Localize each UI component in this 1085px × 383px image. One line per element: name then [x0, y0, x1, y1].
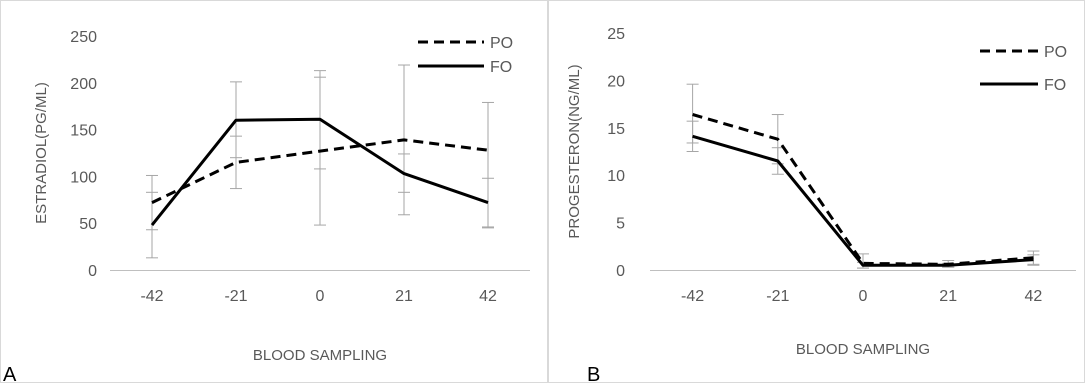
chart-border: [0, 0, 548, 383]
y-tick-label: 20: [607, 73, 625, 90]
y-tick-label: 50: [79, 216, 97, 233]
x-tick-label: 42: [479, 288, 497, 305]
legend-label-po: PO: [1044, 44, 1067, 61]
series-line-fo: [150, 117, 489, 227]
series-line-po: [692, 113, 1034, 266]
progesteron-chart: 0 5 10 15 20 25 -42 -21 0 21 42 BLOOD SAMPLING PROGE…: [548, 0, 1085, 383]
y-tick-label: 10: [607, 168, 625, 185]
y-tick-label: 15: [607, 121, 625, 138]
x-axis-title: BLOOD SAMPLING: [796, 341, 930, 358]
legend-label-fo: FO: [1044, 77, 1066, 94]
y-tick-label: 25: [607, 26, 625, 43]
x-tick-label: -21: [224, 288, 247, 305]
series-line-po: [151, 138, 489, 204]
x-tick-label: -42: [140, 288, 163, 305]
chart-panel-a: 0 50 100 150 200 250 -42 -21 0 21 42 BLOOD SAMPLING…: [0, 0, 548, 383]
estradiol-chart: 0 50 100 150 200 250 -42 -21 0 21 42 BLOOD SAMPLING…: [0, 0, 548, 383]
x-tick-label: -21: [766, 288, 789, 305]
panel-label: A: [3, 364, 17, 383]
series-line-fo: [692, 134, 1034, 267]
panel-label: B: [587, 364, 600, 383]
x-tick-label: 21: [939, 288, 957, 305]
y-tick-label: 150: [70, 123, 97, 140]
y-tick-label: 0: [88, 263, 97, 280]
y-tick-label: 100: [70, 169, 97, 186]
y-tick-label: 200: [70, 76, 97, 93]
chart-panel-b: 0 5 10 15 20 25 -42 -21 0 21 42 BLOOD SAMPLING PROGE…: [548, 0, 1085, 383]
y-tick-label: 5: [616, 216, 625, 233]
chart-border: [548, 0, 1085, 383]
x-tick-label: 21: [395, 288, 413, 305]
y-tick-label: 0: [616, 263, 625, 280]
x-tick-label: 0: [316, 288, 325, 305]
x-tick-label: 0: [859, 288, 868, 305]
x-tick-label: -42: [681, 288, 704, 305]
y-axis-title: ESTRADIOL(PG/ML): [33, 82, 50, 224]
y-axis-title: PROGESTERON(NG/ML): [566, 64, 583, 238]
x-axis-title: BLOOD SAMPLING: [253, 347, 387, 364]
y-tick-label: 250: [70, 29, 97, 46]
x-tick-label: 42: [1025, 288, 1043, 305]
legend-label-po: PO: [490, 35, 513, 52]
legend-label-fo: FO: [490, 59, 512, 76]
